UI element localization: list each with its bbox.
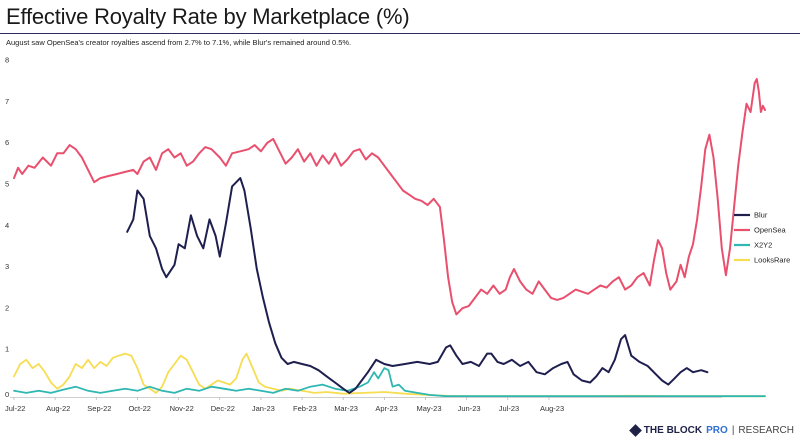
y-tick-label: 2	[5, 303, 9, 312]
x-tick-label: Feb-23	[293, 404, 317, 413]
legend-label-x2y2: X2Y2	[754, 241, 772, 250]
brand-separator: |	[731, 425, 735, 436]
x-tick-label: May-23	[417, 404, 442, 413]
series-line-blur	[126, 177, 709, 394]
y-tick-label: 3	[5, 262, 9, 271]
chart-title: Effective Royalty Rate by Marketplace (%…	[6, 4, 410, 29]
legend-label-blur: Blur	[754, 211, 768, 220]
series-layer	[13, 78, 766, 398]
y-tick-label: 8	[5, 56, 9, 65]
x-tick-label: Oct-22	[128, 404, 151, 413]
brand-name: THE BLOCK	[643, 425, 703, 436]
chart-legend: Blur OpenSea X2Y2 LooksRare	[734, 211, 790, 265]
brand-logo: THE BLOCK PRO | RESEARCH	[628, 424, 794, 437]
x-tick-label: Jun-23	[458, 404, 481, 413]
x-tick-label: Aug-22	[46, 404, 70, 413]
chart-subtitle: August saw OpenSea's creator royalties a…	[6, 38, 352, 47]
title-divider	[0, 33, 800, 34]
brand-pro: PRO	[706, 425, 728, 436]
x-tick-label: Aug-23	[540, 404, 564, 413]
y-tick-label: 7	[5, 97, 9, 106]
x-tick-label: Nov-22	[170, 404, 194, 413]
series-line-looksrare	[13, 352, 766, 398]
y-tick-label: 4	[5, 221, 9, 230]
x-tick-label: Dec-22	[211, 404, 235, 413]
y-tick-label: 6	[5, 138, 9, 147]
x-tick-label: Jul-23	[499, 404, 519, 413]
legend-label-opensea: OpenSea	[754, 226, 787, 235]
x-tick-label: Sep-22	[87, 404, 111, 413]
x-tick-label: Jul-22	[5, 404, 25, 413]
series-line-x2y2	[13, 367, 766, 398]
axis-layer: 0 1 2 3 4 5 6 7 8 Jul-22 Aug-22 Sep-22 Oct-22 Nov-22 D…	[5, 56, 722, 413]
legend-label-looksrare: LooksRare	[754, 256, 790, 265]
y-tick-label: 1	[5, 345, 9, 354]
x-tick-label: Mar-23	[334, 404, 358, 413]
brand-mark-icon	[628, 424, 642, 437]
x-tick-label: Jan-23	[252, 404, 275, 413]
y-tick-label: 5	[5, 180, 9, 189]
series-line-opensea	[13, 78, 766, 316]
y-tick-label: 0	[5, 390, 9, 399]
brand-research: RESEARCH	[738, 425, 794, 436]
x-tick-label: Apr-23	[375, 404, 398, 413]
